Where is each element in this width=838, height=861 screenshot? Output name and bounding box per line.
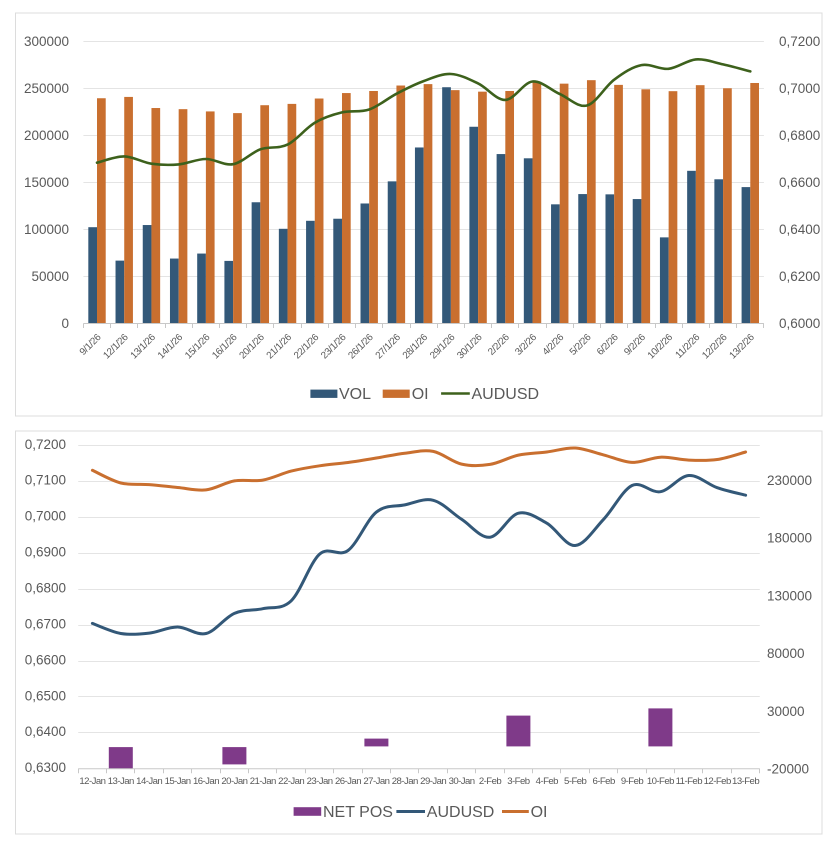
svg-text:0,6000: 0,6000 [779,316,820,331]
svg-text:200000: 200000 [24,128,69,143]
svg-text:-20000: -20000 [767,762,809,777]
svg-text:0,6400: 0,6400 [779,222,820,237]
svg-text:0,7200: 0,7200 [779,34,820,49]
svg-text:0,6600: 0,6600 [25,652,66,667]
svg-text:26-Jan: 26-Jan [335,776,361,787]
svg-text:0: 0 [61,316,69,331]
svg-text:300000: 300000 [24,34,69,49]
svg-text:0,6300: 0,6300 [25,760,66,775]
svg-text:14-Jan: 14-Jan [136,776,162,787]
svg-text:150000: 150000 [24,175,69,190]
svg-text:30-Jan: 30-Jan [449,776,475,787]
svg-text:100000: 100000 [24,222,69,237]
svg-text:0,6500: 0,6500 [25,688,66,703]
svg-text:2-Feb: 2-Feb [479,776,502,787]
svg-text:5-Feb: 5-Feb [564,776,587,787]
svg-text:230000: 230000 [767,473,812,488]
svg-text:0,6200: 0,6200 [779,269,820,284]
svg-text:12-Feb: 12-Feb [704,776,731,787]
svg-text:9-Feb: 9-Feb [621,776,644,787]
svg-text:80000: 80000 [767,646,805,661]
svg-text:10-Feb: 10-Feb [647,776,674,787]
svg-text:0,6800: 0,6800 [25,581,66,596]
svg-text:30000: 30000 [767,704,805,719]
svg-text:0,7200: 0,7200 [25,437,66,452]
svg-text:22-Jan: 22-Jan [278,776,304,787]
svg-text:6-Feb: 6-Feb [592,776,615,787]
svg-text:OI: OI [412,386,429,403]
svg-text:29-Jan: 29-Jan [420,776,446,787]
svg-text:130000: 130000 [767,588,812,603]
svg-text:15-Jan: 15-Jan [165,776,191,787]
svg-text:0,6400: 0,6400 [25,724,66,739]
svg-text:OI: OI [531,804,548,821]
svg-text:0,7000: 0,7000 [25,509,66,524]
svg-text:28-Jan: 28-Jan [392,776,418,787]
svg-text:20-Jan: 20-Jan [221,776,247,787]
svg-text:0,7000: 0,7000 [779,81,820,96]
svg-text:11-Feb: 11-Feb [676,776,703,787]
svg-text:13-Jan: 13-Jan [108,776,134,787]
svg-text:VOL: VOL [339,386,371,403]
svg-text:21-Jan: 21-Jan [250,776,276,787]
svg-text:NET POS: NET POS [323,804,393,821]
svg-text:AUDUSD: AUDUSD [472,386,540,403]
svg-text:13-Feb: 13-Feb [732,776,759,787]
svg-text:16-Jan: 16-Jan [193,776,219,787]
svg-text:4-Feb: 4-Feb [536,776,559,787]
svg-text:27-Jan: 27-Jan [363,776,389,787]
svg-text:12-Jan: 12-Jan [79,776,105,787]
svg-text:0,7100: 0,7100 [25,473,66,488]
svg-text:50000: 50000 [31,269,69,284]
svg-text:250000: 250000 [24,81,69,96]
svg-text:0,6700: 0,6700 [25,616,66,631]
svg-text:0,6600: 0,6600 [779,175,820,190]
svg-text:180000: 180000 [767,531,812,546]
svg-text:3-Feb: 3-Feb [507,776,530,787]
svg-text:0,6800: 0,6800 [779,128,820,143]
svg-text:AUDUSD: AUDUSD [427,804,495,821]
svg-text:23-Jan: 23-Jan [307,776,333,787]
svg-text:0,6900: 0,6900 [25,545,66,560]
